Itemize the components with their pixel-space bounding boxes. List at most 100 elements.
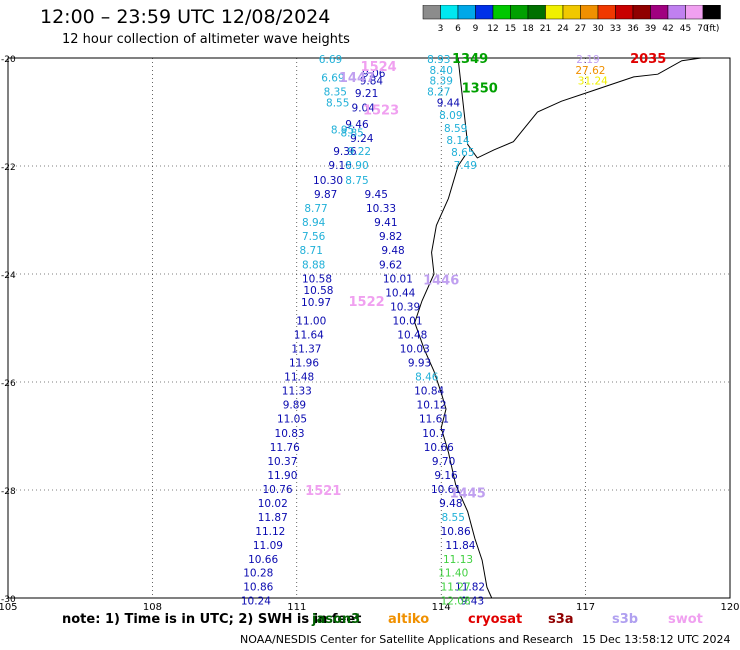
colorbar-tick-label: 36 [627, 24, 639, 33]
wave-height-label: 9.48 [381, 245, 404, 257]
colorbar-tick-label: 24 [557, 24, 569, 33]
wave-height-label: 8.46 [415, 372, 439, 384]
pass-time-label: 1523 [363, 103, 399, 118]
wave-height-label: 9.10 [328, 160, 351, 172]
coastline-north [457, 57, 702, 159]
wave-height-label: 8.94 [302, 217, 326, 229]
wave-height-label: 10.39 [390, 301, 420, 313]
colorbar-tick-label: 9 [473, 24, 479, 33]
wave-height-label: 9.93 [408, 358, 431, 370]
x-tick-label: 120 [720, 602, 739, 610]
y-tick-label: -30 [1, 595, 16, 605]
wave-height-label: 9.41 [374, 217, 397, 229]
wave-height-label: 6.69 [321, 72, 344, 84]
wave-height-label: 10.28 [243, 568, 273, 580]
wave-height-label: 9.46 [345, 119, 369, 131]
colorbar-tick-label: 15 [505, 24, 516, 33]
colorbar-tick-label: 39 [645, 24, 657, 33]
wave-height-colorbar: 3 6 9 12 15 18 21 24 27 30 33 36 39 42 45 70(ft) [422, 5, 721, 33]
wave-height-label: 10.02 [258, 498, 288, 510]
colorbar-tick-label: 3 [438, 24, 444, 33]
chart-subtitle: 12 hour collection of altimeter wave hei… [62, 32, 350, 47]
wave-height-label: 9.89 [283, 400, 306, 412]
wave-height-label: 8.90 [345, 160, 368, 172]
wave-height-label: 27.62 [575, 65, 605, 77]
wave-height-label: 10.58 [303, 285, 333, 297]
altimeter-map: 105 108 111 114 117 120 -20 -22 -24 -26 -28 -30 9.06… [0, 52, 740, 610]
wave-height-label: 11.90 [267, 470, 297, 482]
wave-height-label: 11.12 [255, 526, 285, 538]
colorbar-tick-label: 70 [697, 24, 709, 33]
wave-height-label: 11.13 [443, 554, 473, 566]
wave-height-label: 11.27 [441, 582, 471, 594]
x-tick-label: 105 [0, 602, 18, 610]
footer-note: note: 1) Time is in UTC; 2) SWH is in fe… [62, 612, 362, 627]
wave-height-label: 9.62 [379, 259, 402, 271]
wave-height-label: 9.82 [379, 231, 402, 243]
wave-height-label: 6.69 [319, 54, 342, 66]
wave-height-label: 11.96 [289, 358, 319, 370]
coastline-cape [457, 154, 466, 167]
wave-height-label: 10.84 [414, 386, 444, 398]
wave-height-label: 10.48 [397, 329, 427, 341]
wave-height-label: 9.43 [461, 596, 484, 608]
wave-height-label: 10.66 [424, 442, 454, 454]
wave-height-label: 10.97 [301, 297, 331, 309]
wave-height-label: 8.93 [427, 54, 450, 66]
wave-height-label: 8.95 [331, 124, 354, 136]
pass-time-label: 1522 [348, 295, 384, 310]
wave-height-label: 31.24 [578, 76, 608, 88]
chart-title: 12:00 – 23:59 UTC 12/08/2024 [40, 6, 331, 28]
satellite-legend-altiko: altiko [388, 612, 430, 627]
wave-height-label: 8.75 [345, 175, 368, 187]
wave-height-label: 10.86 [243, 582, 273, 594]
wave-height-label: 10.24 [241, 596, 271, 608]
wave-height-label: 10.44 [385, 287, 415, 299]
wave-height-label: 11.82 [455, 582, 485, 594]
colorbar-tick-label: 42 [662, 24, 673, 33]
colorbar-tick-label: 30 [592, 24, 604, 33]
satellite-legend-s3a: s3a [548, 612, 574, 627]
y-tick-label: -28 [1, 487, 16, 497]
wave-height-label: 8.77 [304, 203, 327, 215]
pass-time-label: 1350 [462, 82, 498, 97]
y-tick-label: -26 [1, 379, 16, 389]
wave-height-label: 9.21 [355, 88, 378, 100]
wave-height-label: 8.27 [427, 86, 450, 98]
wave-height-label: 9.45 [365, 189, 388, 201]
wave-height-label: 8.40 [430, 65, 453, 77]
pass-time-label: 1445 [450, 487, 486, 502]
colorbar-swatch [702, 5, 721, 20]
wave-height-label: 11.48 [284, 372, 314, 384]
wave-height-label: 8.59 [444, 123, 467, 135]
wave-height-label: 9.84 [360, 76, 384, 88]
pass-time-label: 1521 [305, 484, 341, 499]
wave-height-label: 11.61 [419, 414, 449, 426]
wave-height-label: 8.85 [340, 128, 363, 140]
wave-height-label: 10.01 [392, 315, 422, 327]
wave-height-label: 10.37 [267, 456, 297, 468]
coastline-west [414, 165, 493, 599]
wave-height-label: 10.66 [248, 554, 278, 566]
wave-height-label: 9.70 [432, 456, 455, 468]
wave-height-label: 9.16 [434, 470, 458, 482]
wave-height-label: 10.30 [313, 175, 343, 187]
pass-time-label: 1524 [361, 60, 397, 75]
x-tick-label: 108 [143, 602, 162, 610]
wave-height-label: 10.58 [302, 273, 332, 285]
x-tick-label: 117 [576, 602, 595, 610]
wave-height-label: 10.83 [275, 428, 305, 440]
wave-height-label: 9.48 [439, 498, 462, 510]
pass-time-label: 2035 [630, 52, 666, 67]
wave-height-label: 10.76 [263, 484, 293, 496]
wave-height-label: 8.65 [451, 147, 474, 159]
colorbar-tick-label: 18 [522, 24, 534, 33]
wave-height-label: 8.35 [324, 86, 347, 98]
wave-height-label: 11.84 [445, 540, 475, 552]
colorbar-tick-label: 21 [540, 24, 551, 33]
wave-height-label: 9.44 [437, 97, 461, 109]
colorbar-tick-label: 45 [680, 24, 691, 33]
colorbar-tick-label: 12 [487, 24, 498, 33]
wave-height-label: 10.12 [417, 400, 447, 412]
wave-height-label: 11.00 [296, 315, 326, 327]
